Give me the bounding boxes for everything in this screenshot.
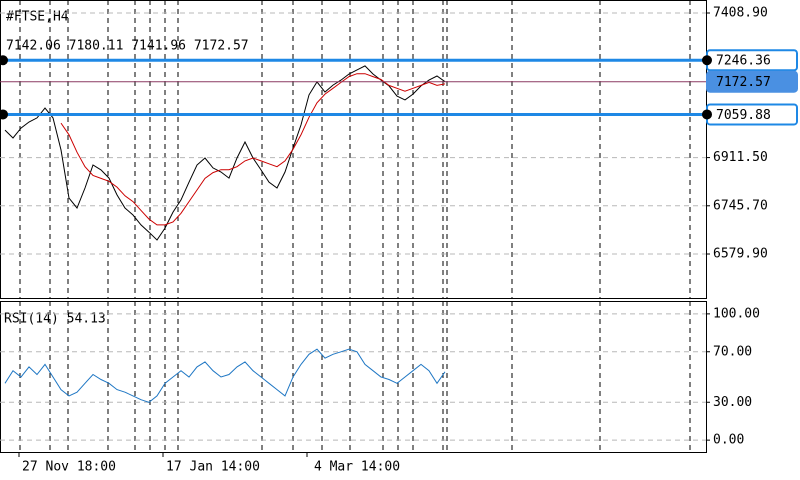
- series-line: [60, 73, 446, 226]
- price-panel: [0, 0, 707, 299]
- series-line: [4, 348, 446, 403]
- y-tick-label: 70.00: [713, 344, 752, 359]
- y-tick-label: 6745.70: [713, 198, 768, 213]
- level-handle: [0, 55, 8, 66]
- level-label: 7246.36: [716, 54, 771, 69]
- rsi-panel: [0, 301, 707, 453]
- y-tick-label: 6911.50: [713, 150, 768, 165]
- level-label: 7172.57: [716, 75, 771, 90]
- ohlc-label: 7142.06 7180.11 7141.96 7172.57: [6, 39, 249, 54]
- symbol-label: #FTSE,H4: [6, 10, 69, 25]
- level-label-box: [706, 70, 798, 93]
- y-tick-label: 30.00: [713, 395, 752, 410]
- level-handle: [0, 109, 8, 120]
- rsi-label: RSI(14) 54.13: [4, 312, 106, 327]
- y-tick-label: 100.00: [713, 306, 760, 321]
- y-tick-label: 7408.90: [713, 5, 768, 20]
- y-tick-label: 0.00: [713, 433, 744, 448]
- x-tick-label: 17 Jan 14:00: [166, 460, 260, 475]
- x-tick-label: 27 Nov 18:00: [22, 460, 116, 475]
- level-handle: [702, 109, 712, 120]
- level-handle: [702, 55, 712, 66]
- x-tick-label: 4 Mar 14:00: [314, 460, 400, 475]
- level-label: 7059.88: [716, 108, 771, 123]
- y-tick-label: 6579.90: [713, 246, 768, 261]
- series-line: [4, 65, 446, 241]
